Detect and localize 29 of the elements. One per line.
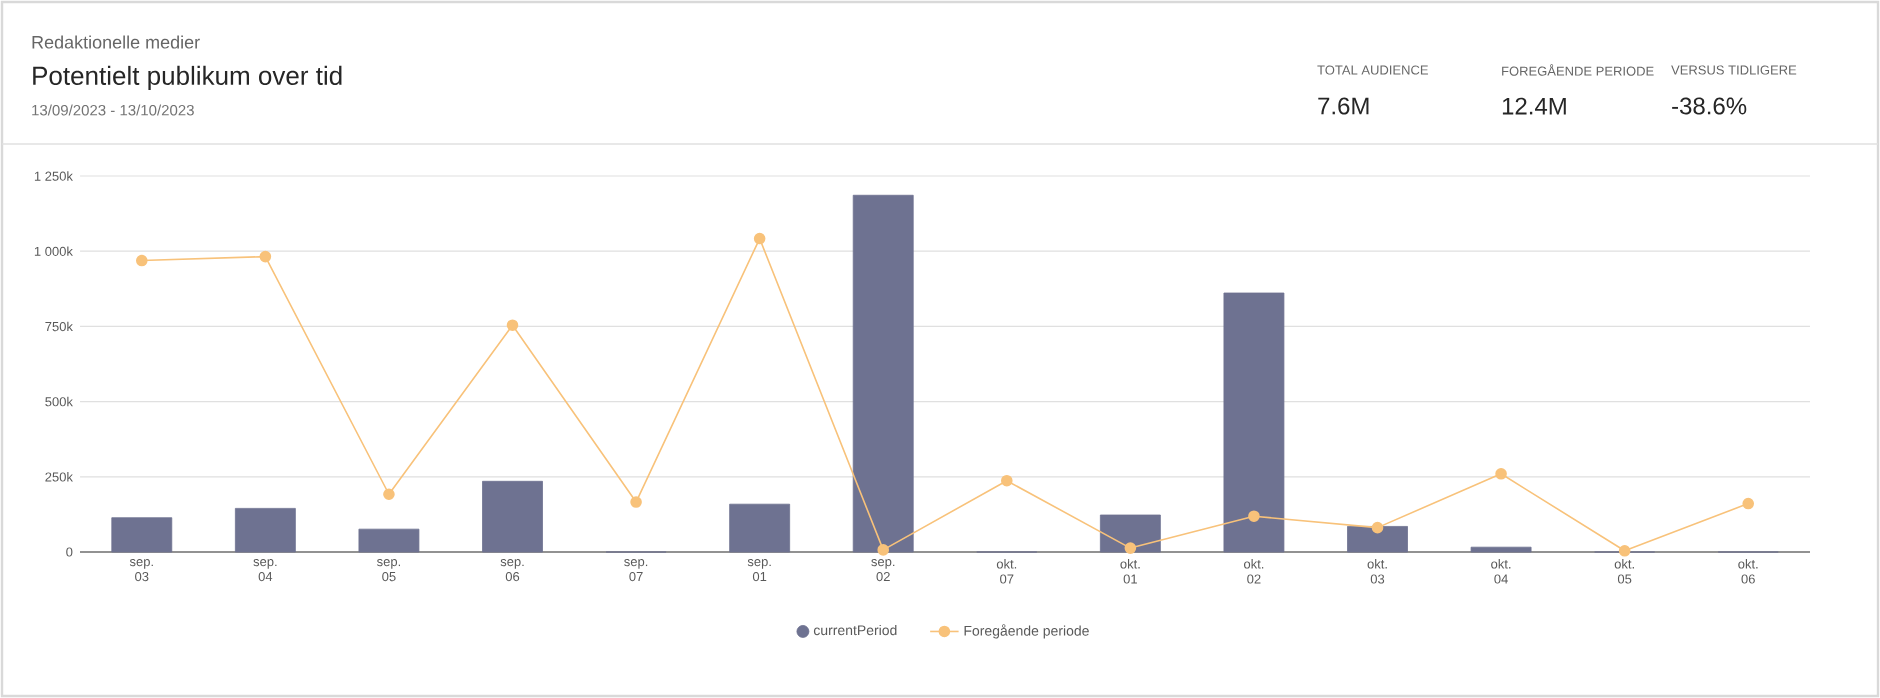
bar — [482, 480, 543, 553]
point — [1124, 542, 1137, 554]
point — [1248, 510, 1260, 523]
chart-subtitle: Redaktionelle medier — [32, 35, 200, 49]
point — [259, 250, 272, 263]
bar — [852, 194, 914, 553]
point — [506, 319, 519, 331]
text: -38.6% — [1672, 97, 1747, 115]
point — [1742, 497, 1755, 510]
text: 12.4M — [1502, 97, 1566, 115]
point — [1000, 474, 1013, 487]
bar — [1223, 292, 1285, 553]
bar — [358, 528, 420, 553]
point — [1495, 467, 1507, 480]
bar — [1347, 526, 1408, 553]
bar — [234, 507, 296, 553]
chart-title: Potentielt publikum over tid — [33, 65, 342, 91]
bar — [1470, 546, 1532, 553]
text: 7.6M — [1318, 97, 1369, 115]
point — [135, 254, 148, 267]
point — [383, 488, 395, 501]
point — [1371, 521, 1384, 534]
bar — [111, 517, 173, 553]
point — [1618, 545, 1631, 557]
point — [877, 544, 890, 556]
point — [753, 232, 766, 245]
point — [630, 496, 642, 508]
bar — [1099, 514, 1161, 553]
bar — [729, 503, 791, 553]
